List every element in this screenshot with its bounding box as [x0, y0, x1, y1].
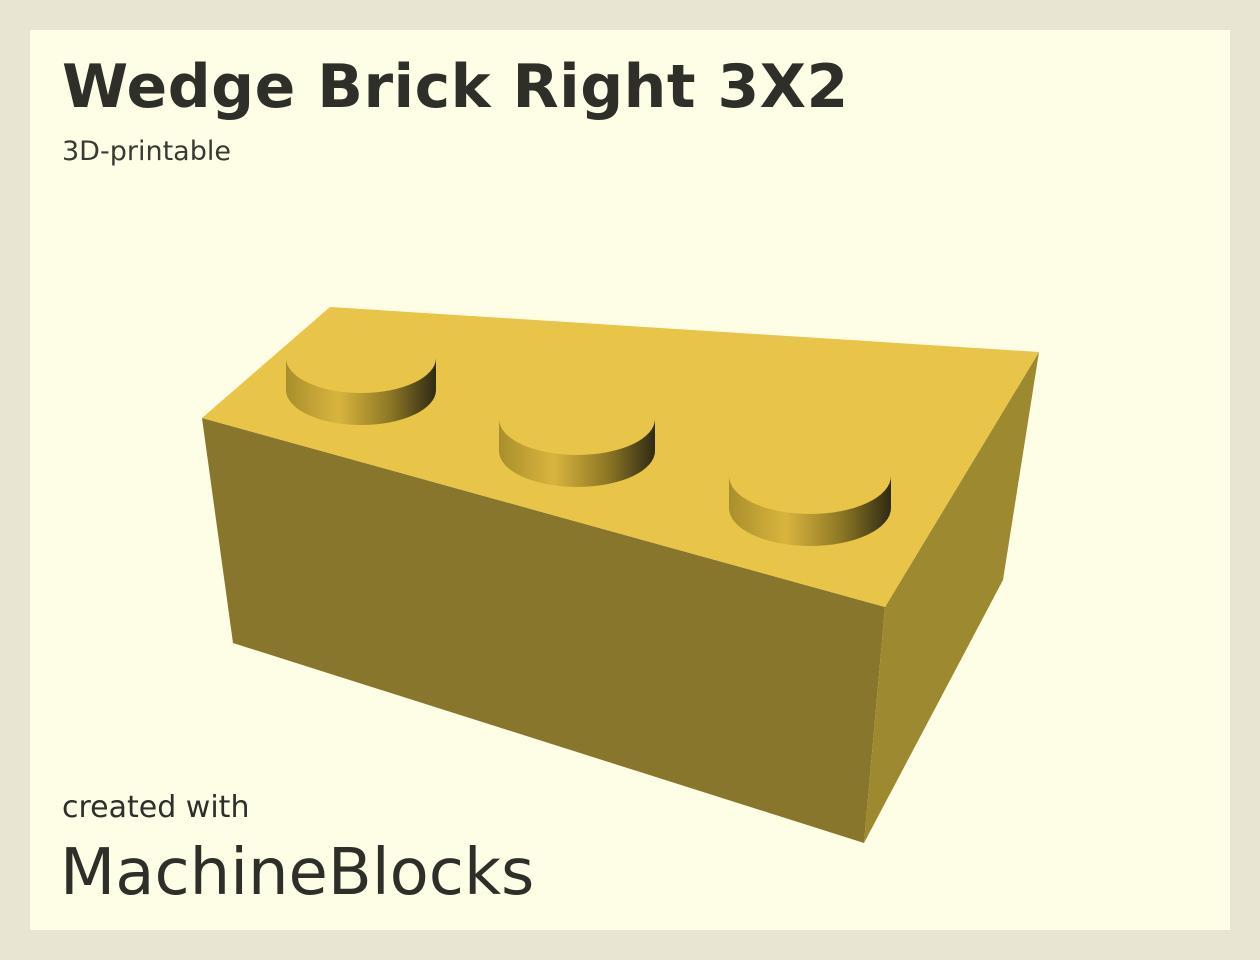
preview-card: Wedge Brick Right 3X2 3D-printable	[30, 30, 1230, 930]
brick-stud	[729, 438, 891, 546]
page-title: Wedge Brick Right 3X2	[62, 52, 849, 122]
subtitle: 3D-printable	[62, 136, 231, 167]
brick-stud	[499, 383, 655, 487]
brick-side-face	[864, 352, 1039, 843]
wedge-brick-render	[202, 307, 1039, 843]
brand-name: MachineBlocks	[60, 836, 535, 910]
brick-stud	[286, 323, 436, 425]
brick-front-face	[202, 418, 885, 843]
created-with-label: created with	[62, 790, 250, 825]
